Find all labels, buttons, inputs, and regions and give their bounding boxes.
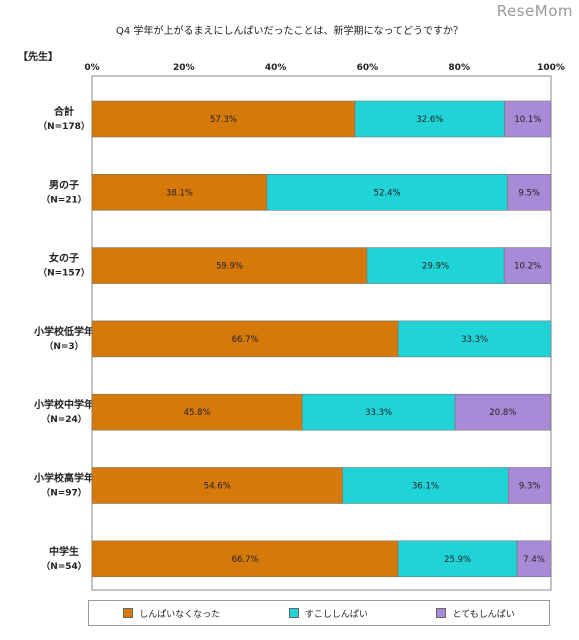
bar-segment [91, 100, 356, 138]
bar-segment [91, 467, 343, 504]
data-label: 10.2% [514, 262, 541, 272]
legend-item: しんぱいなくなった [123, 607, 220, 620]
bar-segment [342, 467, 509, 504]
bar-segment [503, 247, 552, 284]
x-tick-label: 0% [84, 63, 99, 73]
bar-segment [516, 540, 552, 578]
chart-plot: 0% 20% 40% 60% 80% 100% 合計 （N=178） 57.3% 32.6% 10.… [33, 63, 565, 591]
data-label: 38.1% [166, 188, 193, 198]
chart-title: Q4 学年が上がるまえにしんぱいだったことは、新学期になってどうですか？ [116, 26, 463, 37]
bar-segment [366, 247, 505, 284]
data-label: 59.9% [216, 262, 243, 272]
category-label: 小学校高学年 [33, 472, 94, 485]
watermark-logo: ReseMom [496, 2, 573, 20]
bar-segment [508, 467, 552, 504]
category-label: 小学校中学年 [33, 398, 94, 411]
category-label: 男の子 [49, 179, 79, 191]
data-label: 33.3% [365, 408, 392, 418]
category-n-label: （N=21） [41, 194, 87, 205]
bar-segment [91, 247, 368, 284]
category-n-label: （N=24） [41, 414, 87, 425]
category-n-label: （N=54） [41, 561, 87, 572]
x-tick-label: 20% [173, 63, 195, 73]
bar-segment [91, 393, 303, 431]
data-label: 9.3% [519, 482, 541, 492]
legend-item: すこししんぱい [288, 607, 368, 620]
legend-item: とてもしんぱい [436, 607, 515, 620]
x-tick-label: 40% [265, 63, 287, 73]
legend-swatch-icon [288, 608, 299, 618]
x-tick-label: 100% [537, 63, 565, 73]
group-label: 【先生】 [18, 52, 58, 63]
data-label: 7.4% [523, 555, 545, 565]
legend-label: とてもしんぱい [452, 609, 515, 620]
bar-segment [91, 540, 399, 578]
category-label: 女の子 [49, 252, 79, 265]
data-label: 33.3% [461, 335, 488, 345]
data-label: 52.4% [374, 188, 401, 198]
data-label: 57.3% [210, 115, 237, 125]
bar-segment [91, 174, 268, 211]
data-label: 36.1% [412, 482, 439, 492]
data-label: 20.8% [489, 408, 516, 418]
category-n-label: （N=3） [44, 341, 83, 352]
bar-segment [504, 100, 552, 138]
bar-segment [354, 100, 505, 138]
data-label: 29.9% [422, 262, 449, 272]
category-label: 中学生 [49, 545, 79, 558]
legend-label: すこししんぱい [304, 609, 368, 620]
data-label: 66.7% [232, 555, 259, 565]
data-label: 45.8% [184, 408, 211, 418]
category-label: 小学校低学年 [33, 325, 94, 338]
legend-label: しんぱいなくなった [139, 609, 221, 620]
category-n-label: （N=97） [41, 488, 87, 499]
data-label: 32.6% [416, 115, 443, 125]
chart-legend: しんぱいなくなった すこししんぱい とてもしんぱい [88, 600, 550, 626]
bar-segment [397, 320, 552, 358]
category-n-label: （N=178） [38, 121, 90, 132]
data-label: 54.6% [204, 482, 231, 492]
bar-segment [301, 393, 456, 431]
data-label: 10.1% [514, 115, 541, 125]
data-label: 9.5% [518, 188, 540, 198]
bar-segment [454, 393, 551, 431]
bar-segment [507, 174, 552, 211]
bar-segment [91, 320, 399, 358]
bar-segment [397, 540, 518, 578]
legend-swatch-icon [123, 608, 134, 618]
data-label: 25.9% [444, 555, 471, 565]
legend-swatch-icon [436, 608, 447, 618]
x-tick-label: 80% [448, 63, 470, 73]
x-tick-label: 60% [357, 63, 379, 73]
category-label: 合計 [53, 105, 74, 118]
category-n-label: （N=157） [38, 268, 90, 279]
data-label: 66.7% [232, 335, 259, 345]
